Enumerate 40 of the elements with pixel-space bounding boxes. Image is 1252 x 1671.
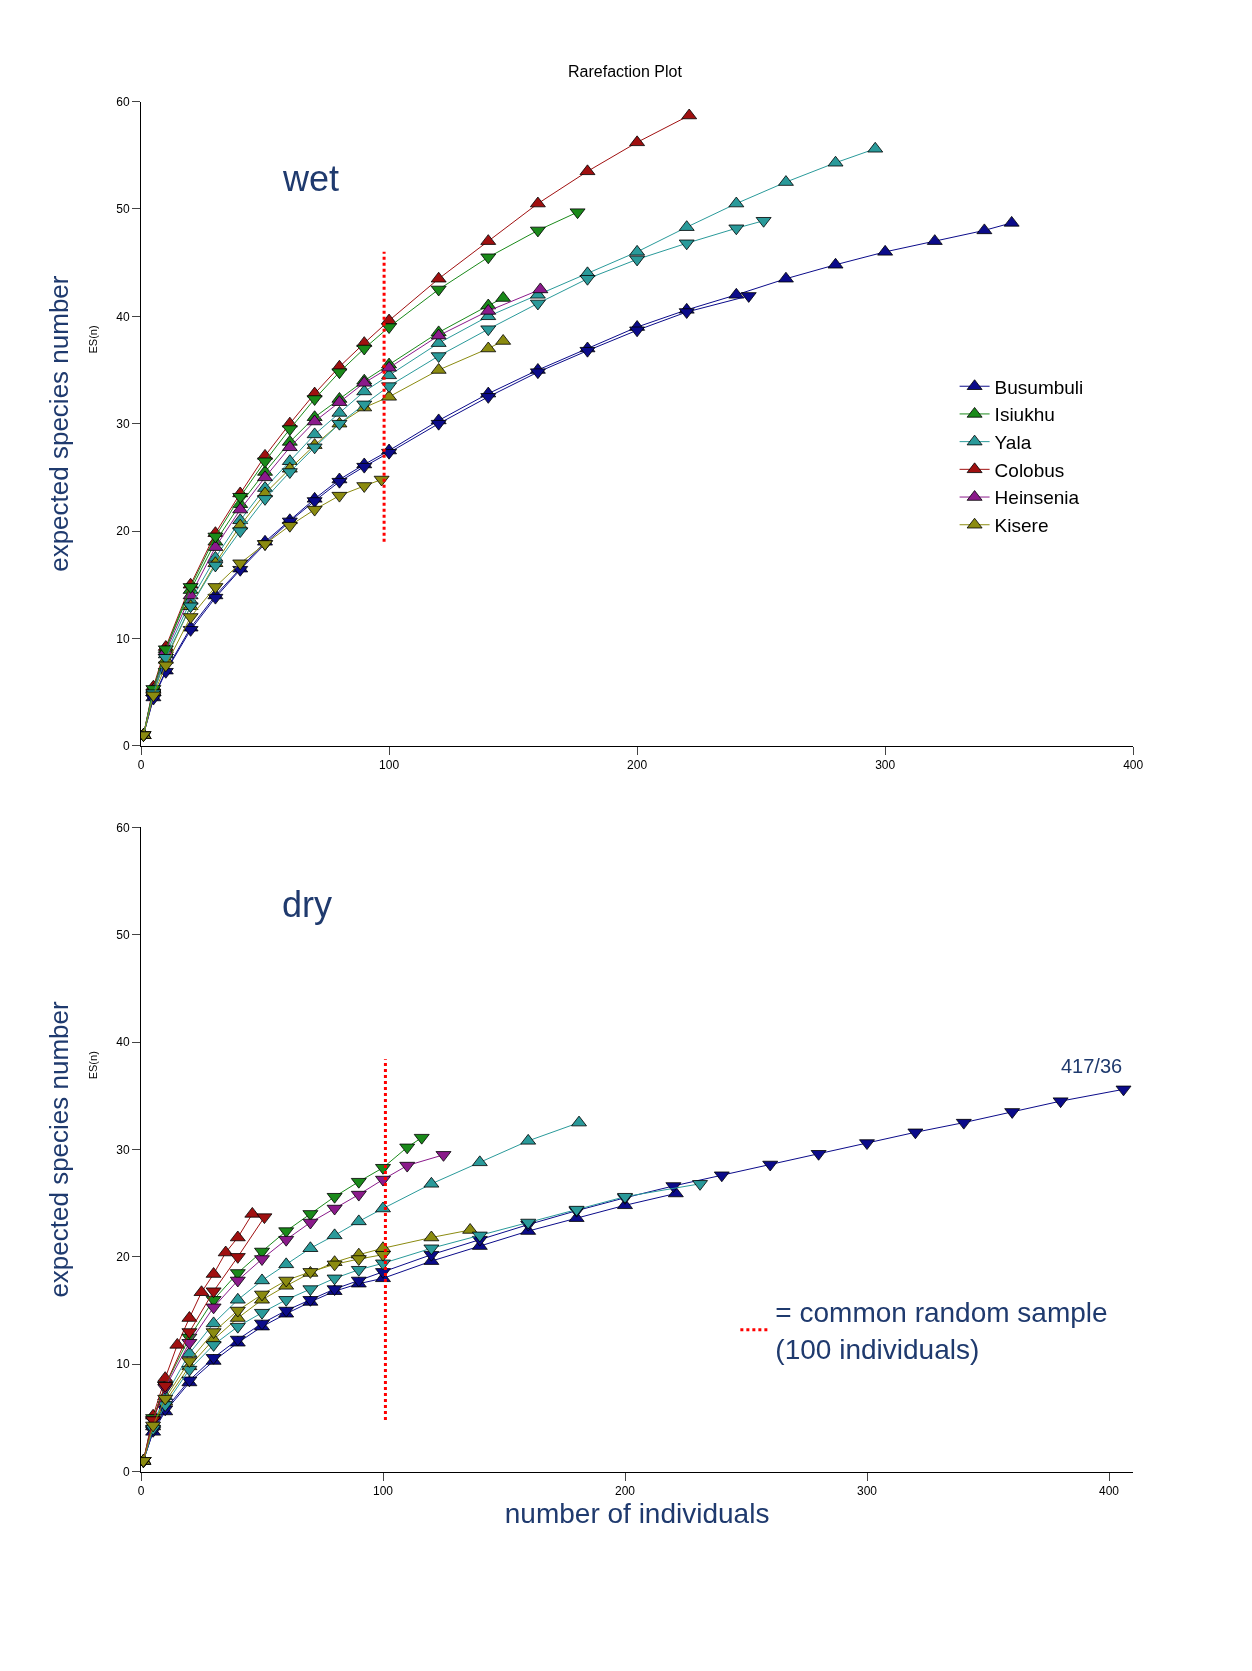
y-tick-label: 0 [122,1464,130,1479]
y-axis-title: expected species number [43,275,74,572]
annotation: wet [282,158,340,199]
y-tick-label: 20 [116,1250,130,1265]
y-tick-label: 0 [122,738,130,753]
x-tick-label: 200 [614,1483,636,1498]
y-tick-label: 10 [116,1357,130,1372]
x-tick-label: 100 [372,1483,394,1498]
legend-label: = common random sample (100 individuals) [775,1297,1108,1365]
y-tick-label: 40 [116,309,130,324]
x-tick-label: 0 [137,1483,145,1498]
legend-label: Heinsenia [994,487,1080,509]
x-tick-label: 400 [1098,1483,1120,1498]
legend-label: Busumbuli [994,376,1084,398]
x-tick-label: 200 [627,758,648,773]
y-tick-label: 30 [116,1142,130,1157]
chart-title: Rarefaction Plot [568,63,683,80]
legend-label: Isiukhu [994,404,1055,426]
y-tick-label: 60 [116,820,130,835]
x-tick-label: 0 [137,758,145,773]
legend-label: Kisere [994,515,1049,537]
y-tick-label: 10 [116,631,130,646]
x-tick-label: 300 [875,758,896,773]
annotation: 417/36 [1061,1055,1123,1077]
y-tick-label: 50 [116,202,130,217]
y-tick-label: 20 [116,524,130,539]
y-tick-label: 50 [116,927,130,942]
x-tick-label: 400 [1123,758,1144,773]
x-axis-title: number of individuals [504,1497,770,1529]
y-tick-label: 30 [116,416,130,431]
x-tick-label: 100 [379,758,400,773]
annotation: dry [282,884,333,925]
text: ES(n) [86,1051,99,1080]
legend-label: Yala [994,432,1032,454]
legend-label: Colobus [994,459,1065,481]
y-axis-title: expected species number [43,1000,74,1298]
x-tick-label: 300 [856,1483,878,1498]
text: ES(n) [86,325,99,354]
y-tick-label: 40 [116,1035,130,1050]
y-tick-label: 60 [116,94,130,109]
